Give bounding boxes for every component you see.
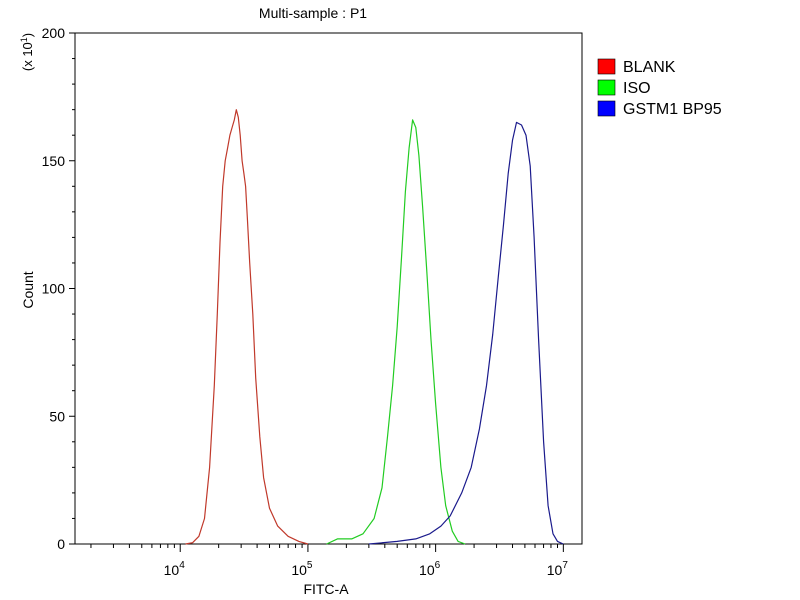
y-tick-label: 150	[42, 153, 66, 169]
legend-label: BLANK	[623, 59, 676, 76]
legend-swatch	[597, 79, 616, 96]
x-axis-ticks: 104 105 106 107	[90, 544, 569, 578]
legend-swatch	[597, 100, 616, 117]
plot-area-border	[74, 32, 583, 545]
chart-title: Multi-sample : P1	[259, 5, 367, 21]
y-tick-label: 0	[57, 536, 65, 552]
series-line-gstm1-bp95	[368, 121, 564, 545]
plot-frame	[74, 32, 583, 545]
x-tick-label: 105	[291, 560, 313, 578]
series-line-iso	[326, 119, 466, 545]
y-tick-label: 100	[42, 281, 66, 297]
y-multiplier-close: )	[20, 33, 35, 37]
y-multiplier-base: (x 10	[20, 42, 35, 71]
legend-swatch	[597, 58, 616, 75]
y-axis-ticks: 0 50 100 150 200	[42, 25, 75, 552]
x-axis-label: FITC-A	[303, 581, 349, 597]
legend-label: GSTM1 BP95	[623, 101, 722, 118]
y-tick-label: 50	[49, 408, 65, 424]
y-tick-label: 200	[42, 25, 66, 41]
series-lines	[185, 109, 564, 545]
y-multiplier-exp: 1	[19, 37, 29, 42]
y-axis-label: Count	[20, 271, 36, 308]
x-tick-label: 106	[419, 560, 441, 578]
x-tick-label: 104	[164, 560, 186, 578]
series-line-blank	[185, 109, 309, 545]
x-tick-label: 107	[547, 560, 569, 578]
y-multiplier-label: (x 101)	[19, 33, 35, 71]
legend-label: ISO	[623, 80, 651, 97]
legend: BLANK ISO GSTM1 BP95	[597, 58, 722, 118]
